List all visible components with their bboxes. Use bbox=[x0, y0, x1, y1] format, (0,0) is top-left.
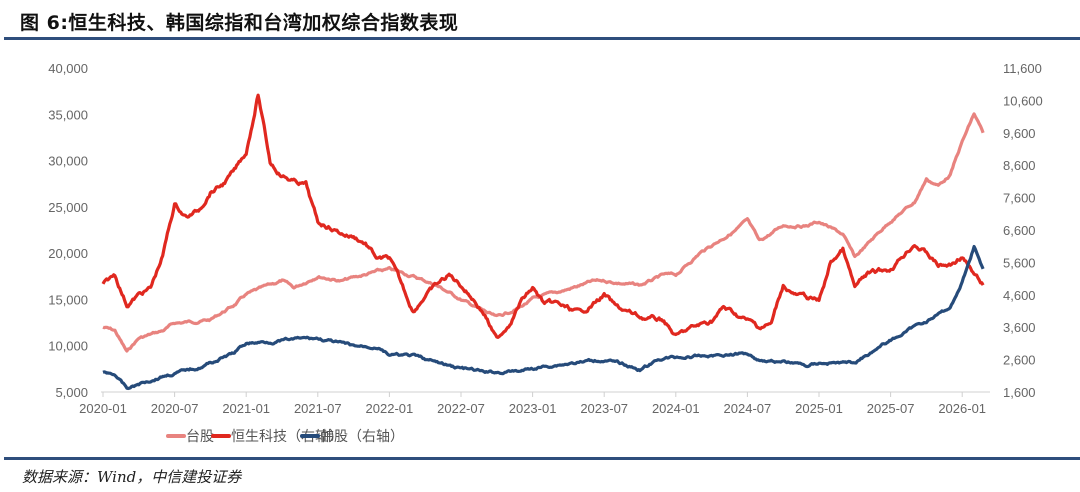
x-tick-label: 2021-01 bbox=[222, 401, 270, 416]
x-tick-label: 2021-07 bbox=[294, 401, 342, 416]
x-tick-label: 2023-07 bbox=[580, 401, 628, 416]
legend-item: 恒生科技（右轴） bbox=[211, 429, 343, 445]
left-y-tick-label: 5,000 bbox=[55, 385, 88, 400]
legend-label: 韩股（右轴） bbox=[320, 429, 404, 445]
legend-label: 台股 bbox=[186, 429, 214, 445]
x-tick-label: 2022-07 bbox=[437, 401, 485, 416]
source-note: 数据来源：Wind，中信建投证券 bbox=[22, 468, 242, 486]
title-divider bbox=[4, 37, 1080, 40]
x-tick-label: 2024-07 bbox=[724, 401, 772, 416]
figure-title: 图 6:恒生科技、韩国综指和台湾加权综合指数表现 bbox=[20, 12, 459, 34]
right-y-tick-label: 11,600 bbox=[1003, 61, 1042, 76]
legend-item: 台股 bbox=[166, 429, 214, 445]
right-y-tick-label: 10,600 bbox=[1003, 93, 1043, 108]
right-y-tick-label: 9,600 bbox=[1003, 126, 1036, 141]
x-tick-label: 2026-01 bbox=[938, 401, 986, 416]
right-y-tick-label: 2,600 bbox=[1003, 353, 1036, 368]
right-y-tick-label: 3,600 bbox=[1003, 320, 1036, 335]
left-y-tick-label: 30,000 bbox=[48, 154, 88, 169]
series-line-0 bbox=[102, 112, 985, 353]
x-tick-label: 2024-01 bbox=[652, 401, 700, 416]
series-line-2 bbox=[102, 244, 985, 391]
series-line-1 bbox=[101, 93, 985, 339]
left-y-tick-label: 20,000 bbox=[48, 246, 88, 261]
x-tick-label: 2025-07 bbox=[867, 401, 915, 416]
left-y-tick-label: 40,000 bbox=[48, 61, 88, 76]
footer-divider bbox=[4, 457, 1080, 460]
right-y-tick-label: 5,600 bbox=[1003, 255, 1036, 270]
left-y-tick-label: 35,000 bbox=[48, 107, 88, 122]
left-y-tick-label: 25,000 bbox=[48, 200, 88, 215]
legend-item: 韩股（右轴） bbox=[300, 429, 404, 445]
right-y-tick-label: 4,600 bbox=[1003, 288, 1036, 303]
right-y-tick-label: 8,600 bbox=[1003, 158, 1036, 173]
left-y-tick-label: 15,000 bbox=[48, 292, 88, 307]
x-tick-label: 2025-01 bbox=[795, 401, 843, 416]
legend-label: 恒生科技（右轴） bbox=[231, 429, 343, 445]
x-tick-label: 2020-01 bbox=[79, 401, 127, 416]
right-y-tick-label: 1,600 bbox=[1003, 385, 1036, 400]
x-tick-label: 2022-01 bbox=[366, 401, 414, 416]
x-tick-label: 2023-01 bbox=[509, 401, 557, 416]
x-tick-label: 2020-07 bbox=[151, 401, 199, 416]
left-y-tick-label: 10,000 bbox=[48, 339, 88, 354]
right-y-tick-label: 6,600 bbox=[1003, 223, 1036, 238]
right-y-tick-label: 7,600 bbox=[1003, 191, 1036, 206]
